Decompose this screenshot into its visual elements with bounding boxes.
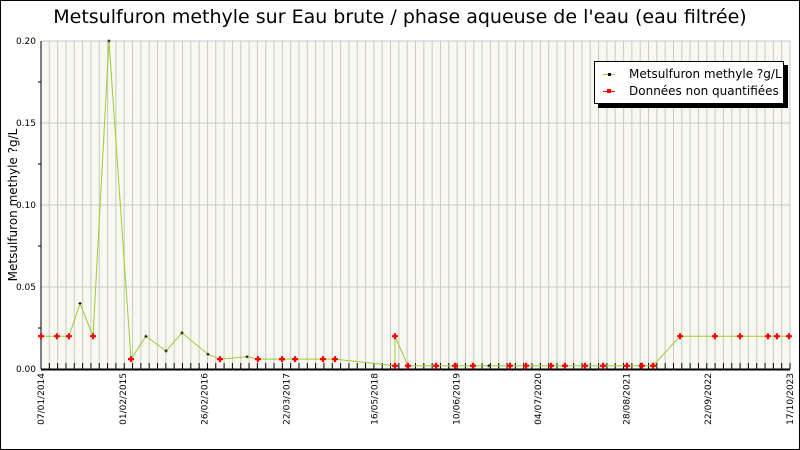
data-point-non-quantified (65, 333, 72, 340)
data-point-non-quantified (391, 362, 398, 369)
data-point-non-quantified (128, 356, 135, 363)
x-tick-label: 17/10/2023 (786, 373, 796, 425)
data-point-non-quantified (319, 356, 326, 363)
data-point-non-quantified (90, 333, 97, 340)
data-point-non-quantified (764, 333, 771, 340)
data-point-quantified (206, 352, 210, 356)
x-tick-label: 07/01/2014 (37, 373, 47, 425)
data-point-non-quantified (279, 356, 286, 363)
legend-item-measured: Metsulfuron methyle ?g/L (603, 66, 782, 82)
y-tick-label: 0.10 (16, 201, 36, 211)
data-point-non-quantified (600, 362, 607, 369)
data-point-non-quantified (506, 362, 513, 369)
y-tick-label: 0.15 (16, 119, 36, 129)
data-point-quantified (180, 331, 184, 335)
data-point-non-quantified (38, 333, 44, 340)
x-tick-label: 22/09/2022 (704, 373, 714, 425)
grid (40, 40, 791, 370)
data-point-non-quantified (638, 362, 645, 369)
x-tick-label: 22/03/2017 (282, 373, 292, 425)
data-point-quantified (487, 364, 491, 368)
data-point-non-quantified (404, 362, 411, 369)
data-point-quantified (78, 301, 82, 305)
data-point-non-quantified (292, 356, 299, 363)
x-tick-label: 28/08/2021 (622, 373, 632, 425)
y-tick-label: 0.05 (16, 283, 36, 293)
data-point-non-quantified (737, 333, 744, 340)
legend-label: Données non quantifiées (629, 84, 779, 98)
legend-swatch-non-quantified (603, 83, 615, 99)
legend: Metsulfuron methyle ?g/L Données non qua… (594, 61, 784, 104)
data-point-non-quantified (711, 333, 718, 340)
data-point-non-quantified (582, 362, 589, 369)
data-point-non-quantified (785, 333, 792, 340)
data-point-non-quantified (433, 362, 440, 369)
y-tick-label: 0.20 (16, 37, 36, 47)
data-point-non-quantified (649, 362, 656, 369)
data-point-non-quantified (216, 356, 223, 363)
data-point-quantified (144, 334, 148, 338)
data-point-quantified (245, 355, 249, 359)
data-point-non-quantified (469, 362, 476, 369)
x-tick-label: 04/07/2020 (534, 373, 544, 425)
data-point-non-quantified (548, 362, 555, 369)
data-point-quantified (164, 349, 168, 353)
data-point-non-quantified (623, 362, 630, 369)
legend-label: Metsulfuron methyle ?g/L (629, 67, 782, 81)
x-tick-label: 26/02/2016 (201, 373, 211, 425)
y-axis-label: Metsulfuron methyle ?g/L (6, 128, 20, 281)
data-point-non-quantified (773, 333, 780, 340)
data-point-non-quantified (391, 333, 398, 340)
data-point-non-quantified (451, 362, 458, 369)
data-point-non-quantified (254, 356, 261, 363)
data-point-non-quantified (53, 333, 60, 340)
y-tick-label: 0.00 (16, 365, 36, 375)
data-point-non-quantified (677, 333, 684, 340)
data-point-non-quantified (561, 362, 568, 369)
series-line (41, 40, 789, 367)
data-point-non-quantified (331, 356, 338, 363)
data-point-non-quantified (523, 362, 530, 369)
legend-item-non-quantified: Données non quantifiées (603, 83, 779, 99)
chart-title: Metsulfuron methyle sur Eau brute / phas… (53, 6, 747, 28)
x-tick-label: 01/02/2015 (119, 373, 129, 425)
x-tick-label: 10/06/2019 (452, 373, 462, 425)
x-tick-label: 16/05/2018 (371, 373, 381, 425)
series (38, 39, 792, 369)
legend-swatch-measured (603, 66, 615, 82)
data-point-quantified (107, 39, 111, 43)
